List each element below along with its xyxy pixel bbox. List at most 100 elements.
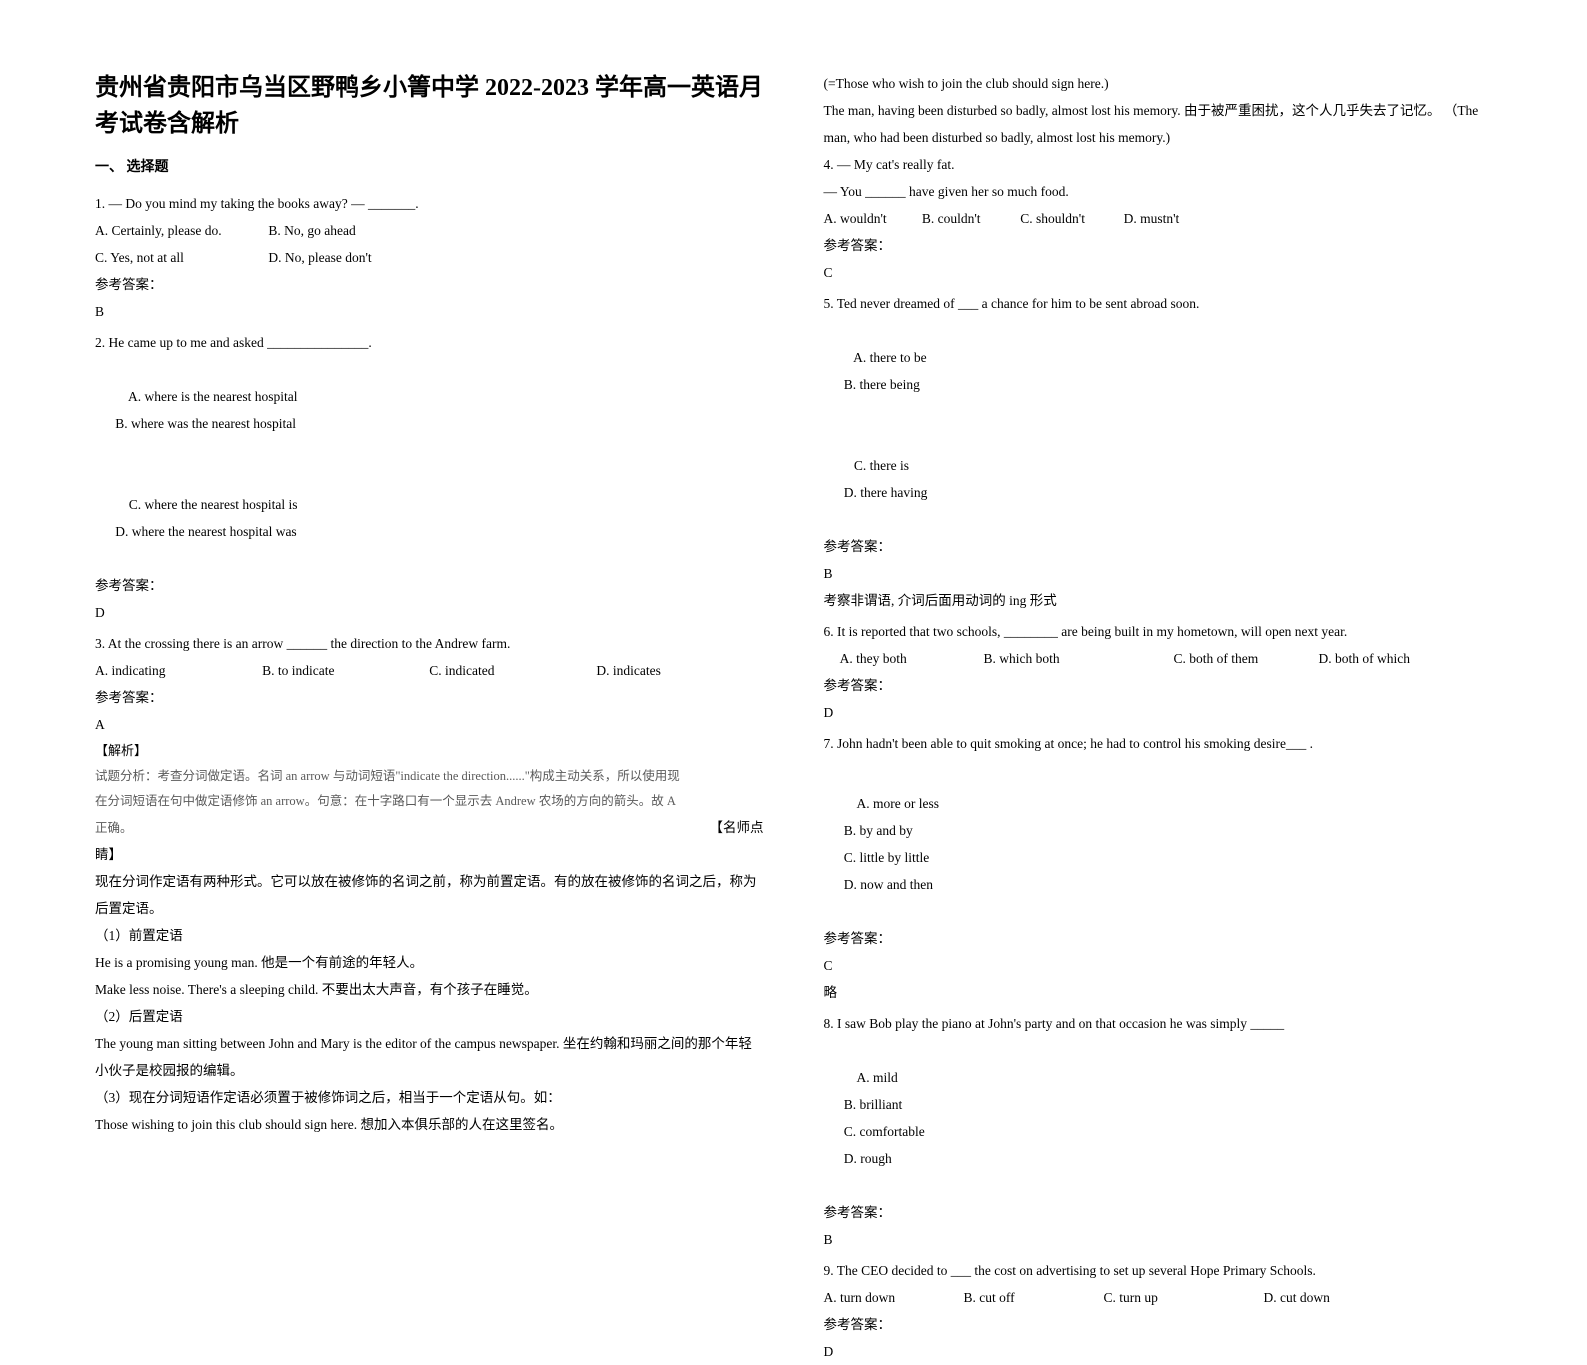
- question-4: 4. — My cat's really fat. — You ______ h…: [824, 151, 1493, 286]
- q6-answer: D: [824, 699, 1493, 726]
- q5-optD: D. there having: [844, 479, 928, 506]
- q2-optB: B. where was the nearest hospital: [115, 410, 296, 437]
- question-5: 5. Ted never dreamed of ___ a chance for…: [824, 290, 1493, 614]
- mingshi-label-part2: 睛】: [95, 841, 764, 868]
- q4-opts: A. wouldn't B. couldn't C. shouldn't D. …: [824, 205, 1493, 232]
- section-heading: 一、 选择题: [95, 154, 764, 182]
- answer-label: 参考答案：: [824, 533, 1493, 560]
- q7-opts: A. more or less B. by and by C. little b…: [824, 763, 1493, 925]
- q3-answer: A: [95, 711, 764, 738]
- answer-label: 参考答案：: [824, 672, 1493, 699]
- q3-sub2-title: （2）后置定语: [95, 1003, 764, 1030]
- answer-label: 参考答案：: [95, 572, 764, 599]
- q1-optA: A. Certainly, please do.: [95, 217, 265, 244]
- q8-answer: B: [824, 1226, 1493, 1253]
- q6-opts: A. they both B. which both C. both of th…: [824, 645, 1493, 672]
- q2-opts-row1: A. where is the nearest hospital B. wher…: [95, 356, 764, 464]
- answer-label: 参考答案：: [824, 232, 1493, 259]
- q6-optB: B. which both: [984, 645, 1174, 672]
- q5-answer: B: [824, 560, 1493, 587]
- q3-stem: 3. At the crossing there is an arrow ___…: [95, 630, 764, 657]
- q5-note: 考察非谓语, 介词后面用动词的 ing 形式: [824, 587, 1493, 614]
- q9-stem: 9. The CEO decided to ___ the cost on ad…: [824, 1257, 1493, 1284]
- question-8: 8. I saw Bob play the piano at John's pa…: [824, 1010, 1493, 1253]
- q5-optB: B. there being: [844, 371, 920, 398]
- q3-optA: A. indicating: [95, 657, 262, 684]
- question-9: 9. The CEO decided to ___ the cost on ad…: [824, 1257, 1493, 1365]
- q7-answer: C: [824, 952, 1493, 979]
- q8-stem: 8. I saw Bob play the piano at John's pa…: [824, 1010, 1493, 1037]
- q3-sub2-ex1: The young man sitting between John and M…: [95, 1030, 764, 1084]
- q3-sub1-ex2: Make less noise. There's a sleeping chil…: [95, 976, 764, 1003]
- q4-optC: C. shouldn't: [1020, 205, 1120, 232]
- q8-optC: C. comfortable: [844, 1118, 969, 1145]
- col2-line1: (=Those who wish to join the club should…: [824, 70, 1493, 97]
- q3-opts: A. indicating B. to indicate C. indicate…: [95, 657, 764, 684]
- question-3: 3. At the crossing there is an arrow ___…: [95, 630, 764, 1138]
- q7-stem: 7. John hadn't been able to quit smoking…: [824, 730, 1493, 757]
- question-1: 1. — Do you mind my taking the books awa…: [95, 190, 764, 325]
- q3-sub1-title: （1）前置定语: [95, 922, 764, 949]
- q7-optB: B. by and by: [844, 817, 954, 844]
- q3-sub3-title: （3）现在分词短语作定语必须置于被修饰词之后，相当于一个定语从句。如：: [95, 1084, 764, 1111]
- left-column: 贵州省贵阳市乌当区野鸭乡小箐中学 2022-2023 学年高一英语月考试卷含解析…: [95, 70, 764, 1052]
- q6-optC: C. both of them: [1174, 645, 1319, 672]
- q2-optD: D. where the nearest hospital was: [115, 518, 296, 545]
- q4-optB: B. couldn't: [922, 205, 1017, 232]
- q3-jiexi-3-row: 正确。 【名师点: [95, 814, 764, 841]
- q7-optC: C. little by little: [844, 844, 974, 871]
- question-6: 6. It is reported that two schools, ____…: [824, 618, 1493, 726]
- jiexi-label: 【解析】: [95, 738, 764, 764]
- q3-note1: 现在分词作定语有两种形式。它可以放在被修饰的名词之前，称为前置定语。有的放在被修…: [95, 868, 764, 922]
- q4-optD: D. mustn't: [1124, 205, 1180, 232]
- q5-optC: C. there is: [844, 452, 984, 479]
- q1-stem: 1. — Do you mind my taking the books awa…: [95, 190, 764, 217]
- q8-optD: D. rough: [844, 1145, 892, 1172]
- q3-optB: B. to indicate: [262, 657, 429, 684]
- q3-sub1-ex1: He is a promising young man. 他是一个有前途的年轻人…: [95, 949, 764, 976]
- q6-optD: D. both of which: [1319, 645, 1411, 672]
- q9-optA: A. turn down: [824, 1284, 964, 1311]
- q9-optD: D. cut down: [1264, 1284, 1330, 1311]
- q9-optB: B. cut off: [964, 1284, 1104, 1311]
- mingshi-label-part1: 【名师点: [710, 814, 764, 841]
- answer-label: 参考答案：: [95, 684, 764, 711]
- q5-opts-row1: A. there to be B. there being: [824, 317, 1493, 425]
- q9-optC: C. turn up: [1104, 1284, 1264, 1311]
- q1-optB: B. No, go ahead: [268, 217, 355, 244]
- q3-optD: D. indicates: [596, 657, 763, 684]
- q3-sub3-ex1: Those wishing to join this club should s…: [95, 1111, 764, 1138]
- q4-answer: C: [824, 259, 1493, 286]
- q7-note: 略: [824, 979, 1493, 1006]
- q2-stem: 2. He came up to me and asked __________…: [95, 329, 764, 356]
- answer-label: 参考答案：: [95, 271, 764, 298]
- q1-opts-row1: A. Certainly, please do. B. No, go ahead: [95, 217, 764, 244]
- col2-line2: The man, having been disturbed so badly,…: [824, 97, 1493, 151]
- q1-answer: B: [95, 298, 764, 325]
- right-column: (=Those who wish to join the club should…: [824, 70, 1493, 1052]
- q7-optD: D. now and then: [844, 871, 933, 898]
- q9-opts: A. turn down B. cut off C. turn up D. cu…: [824, 1284, 1493, 1311]
- q1-optD: D. No, please don't: [268, 244, 371, 271]
- q3-jiexi-1: 试题分析：考查分词做定语。名词 an arrow 与动词短语"indicate …: [95, 764, 764, 789]
- q3-jiexi-2: 在分词短语在句中做定语修饰 an arrow。句意：在十字路口有一个显示去 An…: [95, 789, 764, 814]
- q1-opts-row2: C. Yes, not at all D. No, please don't: [95, 244, 764, 271]
- q4-stem2: — You ______ have given her so much food…: [824, 178, 1493, 205]
- page-title: 贵州省贵阳市乌当区野鸭乡小箐中学 2022-2023 学年高一英语月考试卷含解析: [95, 70, 764, 142]
- q4-optA: A. wouldn't: [824, 205, 919, 232]
- q6-optA: A. they both: [824, 645, 984, 672]
- q5-optA: A. there to be: [844, 344, 984, 371]
- q8-optB: B. brilliant: [844, 1091, 944, 1118]
- q5-stem: 5. Ted never dreamed of ___ a chance for…: [824, 290, 1493, 317]
- answer-label: 参考答案：: [824, 1311, 1493, 1338]
- q2-optA: A. where is the nearest hospital: [115, 383, 435, 410]
- q8-opts: A. mild B. brilliant C. comfortable D. r…: [824, 1037, 1493, 1199]
- answer-label: 参考答案：: [824, 925, 1493, 952]
- q3-optC: C. indicated: [429, 657, 596, 684]
- q1-optC: C. Yes, not at all: [95, 244, 265, 271]
- q5-opts-row2: C. there is D. there having: [824, 425, 1493, 533]
- q9-answer: D: [824, 1338, 1493, 1365]
- q7-optA: A. more or less: [844, 790, 974, 817]
- q2-answer: D: [95, 599, 764, 626]
- q4-stem1: 4. — My cat's really fat.: [824, 151, 1493, 178]
